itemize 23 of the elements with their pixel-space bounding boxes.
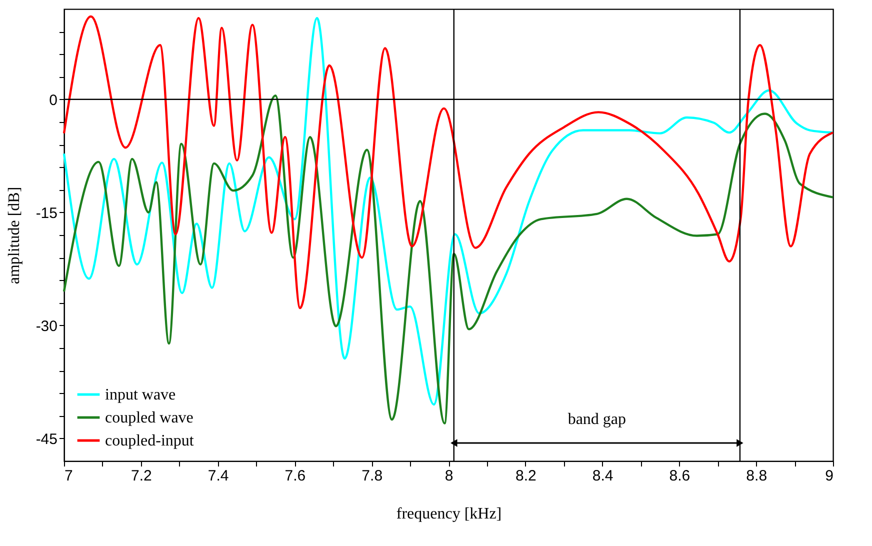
y-tick-label: -15 bbox=[36, 204, 58, 222]
annotation: band gap bbox=[568, 411, 626, 428]
x-tick-label: 8 bbox=[444, 468, 454, 484]
y-tick-label: -45 bbox=[36, 430, 58, 448]
x-tick-label: 7.2 bbox=[130, 468, 152, 484]
line-series bbox=[62, 15, 834, 310]
x-tick-label: 9 bbox=[825, 468, 834, 484]
x-tick-label: 7.6 bbox=[284, 468, 306, 484]
x-tick-label: 8.8 bbox=[746, 468, 768, 484]
x-tick-label: 7 bbox=[64, 468, 73, 484]
x-tick-label: 8.6 bbox=[669, 468, 690, 484]
x-axis-title: frequency [kHz] bbox=[396, 506, 502, 522]
y-tick-label: 0 bbox=[49, 92, 58, 109]
legend-label: input wave bbox=[105, 386, 176, 404]
line-series bbox=[62, 16, 834, 406]
legend-label: coupled wave bbox=[105, 410, 194, 426]
legend-label: coupled-input bbox=[105, 432, 194, 450]
y-tick-label: -30 bbox=[36, 318, 58, 335]
x-tick-label: 8.4 bbox=[592, 468, 614, 484]
x-tick-label: 7.8 bbox=[362, 468, 383, 484]
x-tick-label: 7.4 bbox=[208, 468, 229, 484]
y-axis-title: amplitude [dB] bbox=[6, 186, 23, 284]
x-tick-label: 8.2 bbox=[515, 468, 536, 484]
